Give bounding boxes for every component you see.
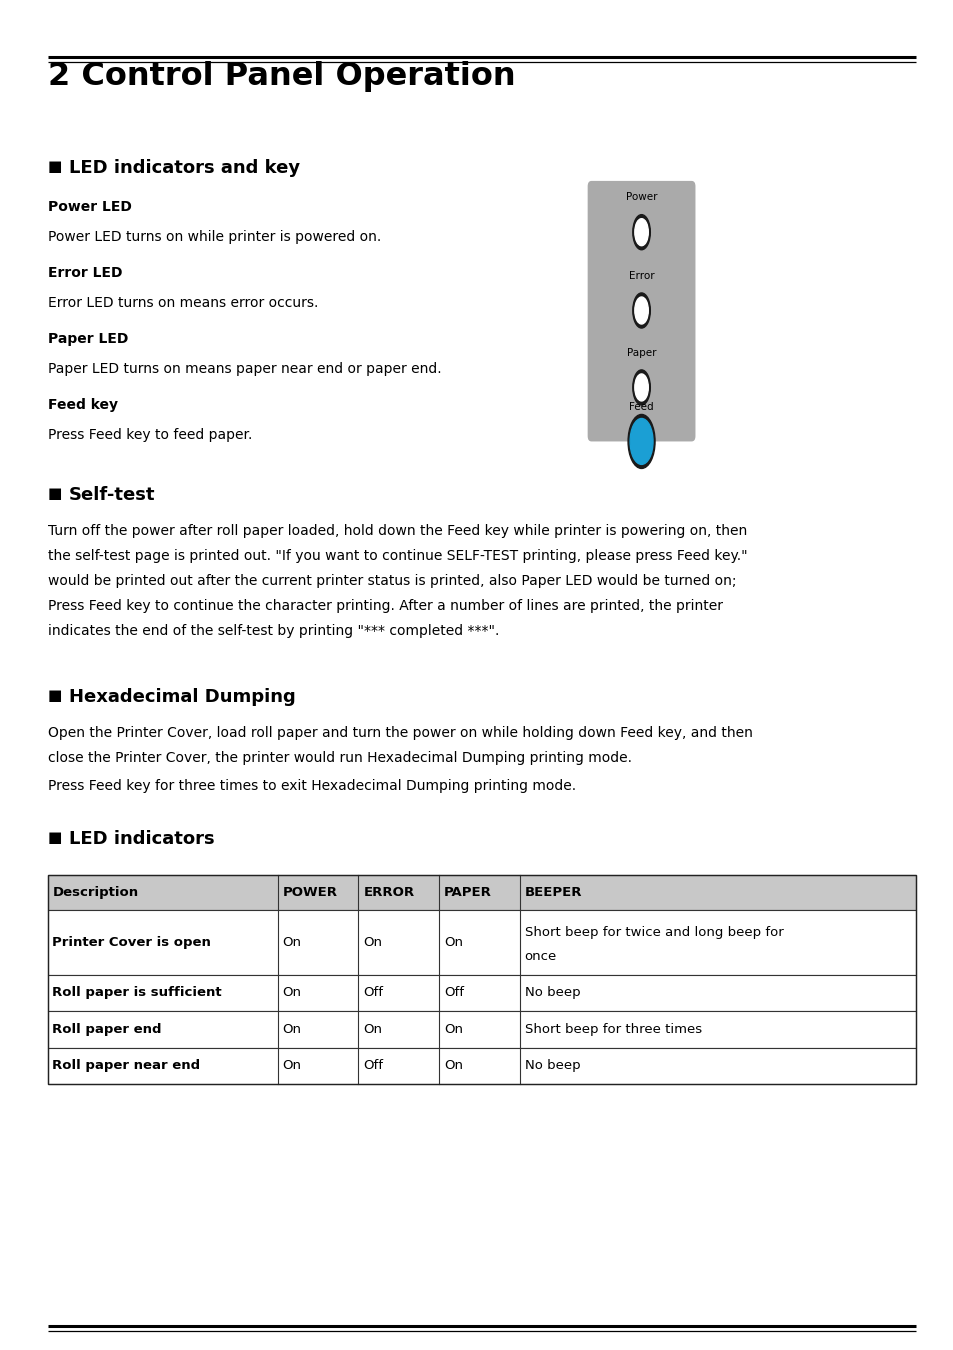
Text: ■: ■ xyxy=(48,486,62,501)
Text: Off: Off xyxy=(443,987,463,999)
Text: Roll paper is sufficient: Roll paper is sufficient xyxy=(52,987,222,999)
Text: LED indicators: LED indicators xyxy=(69,830,214,848)
FancyBboxPatch shape xyxy=(587,181,695,441)
Text: Roll paper end: Roll paper end xyxy=(52,1023,162,1035)
Text: On: On xyxy=(443,1060,462,1072)
Text: the self-test page is printed out. "If you want to continue SELF-TEST printing, : the self-test page is printed out. "If y… xyxy=(48,549,746,563)
Text: No beep: No beep xyxy=(524,987,579,999)
Text: Power LED: Power LED xyxy=(48,200,132,213)
Bar xyxy=(48,975,915,1011)
Text: Error LED: Error LED xyxy=(48,266,122,279)
Ellipse shape xyxy=(632,370,650,405)
Text: indicates the end of the self-test by printing "*** completed ***".: indicates the end of the self-test by pr… xyxy=(48,624,498,637)
Text: Feed key: Feed key xyxy=(48,398,117,412)
Text: On: On xyxy=(443,1023,462,1035)
Text: Roll paper near end: Roll paper near end xyxy=(52,1060,200,1072)
Bar xyxy=(48,875,915,1084)
Text: Press Feed key for three times to exit Hexadecimal Dumping printing mode.: Press Feed key for three times to exit H… xyxy=(48,779,576,792)
Ellipse shape xyxy=(627,414,655,468)
Text: On: On xyxy=(363,936,382,949)
Text: On: On xyxy=(282,1060,301,1072)
Text: Press Feed key to continue the character printing. After a number of lines are p: Press Feed key to continue the character… xyxy=(48,599,722,613)
Text: Self-test: Self-test xyxy=(69,486,155,504)
Text: Power: Power xyxy=(625,193,657,202)
Text: once: once xyxy=(524,950,557,964)
Text: would be printed out after the current printer status is printed, also Paper LED: would be printed out after the current p… xyxy=(48,574,736,587)
Text: ERROR: ERROR xyxy=(363,886,414,899)
Text: Short beep for three times: Short beep for three times xyxy=(524,1023,701,1035)
Text: Short beep for twice and long beep for: Short beep for twice and long beep for xyxy=(524,926,782,940)
Text: ■: ■ xyxy=(48,830,62,845)
Text: POWER: POWER xyxy=(282,886,337,899)
Text: On: On xyxy=(443,936,462,949)
Text: No beep: No beep xyxy=(524,1060,579,1072)
Text: Press Feed key to feed paper.: Press Feed key to feed paper. xyxy=(48,428,252,441)
Ellipse shape xyxy=(629,418,653,464)
Text: Off: Off xyxy=(363,987,383,999)
Text: Error LED turns on means error occurs.: Error LED turns on means error occurs. xyxy=(48,296,317,309)
Bar xyxy=(48,1048,915,1084)
Text: PAPER: PAPER xyxy=(443,886,492,899)
Bar xyxy=(48,910,915,975)
Text: Printer Cover is open: Printer Cover is open xyxy=(52,936,212,949)
Text: On: On xyxy=(282,936,301,949)
Text: Hexadecimal Dumping: Hexadecimal Dumping xyxy=(69,688,295,706)
Text: LED indicators and key: LED indicators and key xyxy=(69,159,299,177)
Text: On: On xyxy=(282,1023,301,1035)
Ellipse shape xyxy=(634,219,648,246)
Text: Error: Error xyxy=(628,271,654,281)
Text: Paper LED: Paper LED xyxy=(48,332,128,346)
Text: ■: ■ xyxy=(48,688,62,703)
Text: 2 Control Panel Operation: 2 Control Panel Operation xyxy=(48,61,515,92)
Ellipse shape xyxy=(634,374,648,401)
Text: Paper LED turns on means paper near end or paper end.: Paper LED turns on means paper near end … xyxy=(48,362,441,375)
Ellipse shape xyxy=(632,215,650,250)
Bar xyxy=(48,875,915,910)
Ellipse shape xyxy=(634,297,648,324)
Text: Off: Off xyxy=(363,1060,383,1072)
Text: close the Printer Cover, the printer would run Hexadecimal Dumping printing mode: close the Printer Cover, the printer wou… xyxy=(48,751,631,765)
Text: Power LED turns on while printer is powered on.: Power LED turns on while printer is powe… xyxy=(48,230,380,243)
Bar xyxy=(48,1011,915,1048)
Text: Open the Printer Cover, load roll paper and turn the power on while holding down: Open the Printer Cover, load roll paper … xyxy=(48,726,752,740)
Ellipse shape xyxy=(632,293,650,328)
Text: Feed: Feed xyxy=(629,402,653,412)
Text: BEEPER: BEEPER xyxy=(524,886,581,899)
Text: Paper: Paper xyxy=(626,348,656,358)
Text: On: On xyxy=(282,987,301,999)
Text: On: On xyxy=(363,1023,382,1035)
Text: ■: ■ xyxy=(48,159,62,174)
Text: Turn off the power after roll paper loaded, hold down the Feed key while printer: Turn off the power after roll paper load… xyxy=(48,524,746,537)
Text: Description: Description xyxy=(52,886,138,899)
